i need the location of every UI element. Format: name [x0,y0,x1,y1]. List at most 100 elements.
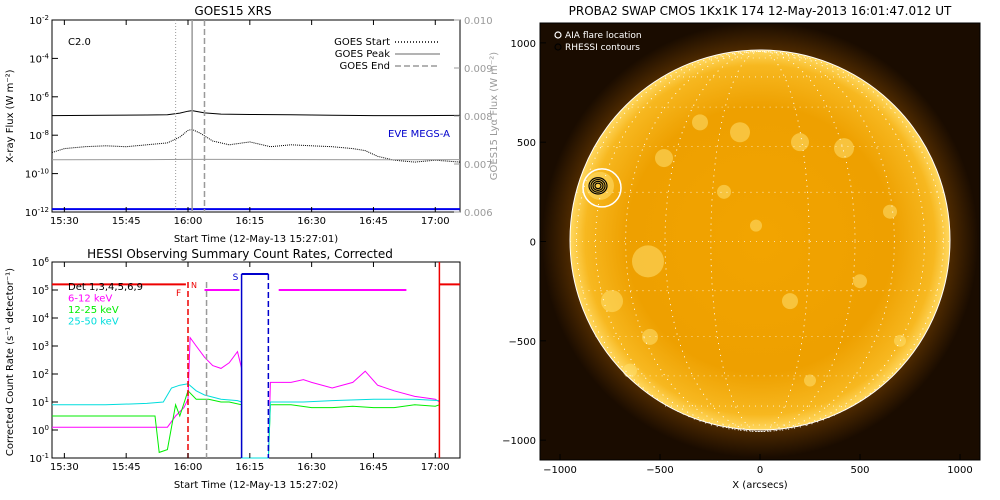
map-y-tick-label: 1000 [511,39,536,50]
map-x-label: X (arcsecs) [732,480,788,491]
grid-longitude [625,51,895,432]
y-tick-label: 10-6 [29,91,49,104]
rhessi-legend-label: 6-12 keV [68,294,112,305]
y-tick-exponent: 2 [45,368,49,376]
x-tick-label: 15:45 [112,462,141,473]
bright-region [804,374,816,387]
x-tick-label: 17:00 [421,462,450,473]
bright-region [730,122,750,143]
y-tick-exponent: 1 [45,396,49,404]
y-tick-base: 10 [25,208,38,219]
rhessi-contour [592,180,604,191]
goes-title: GOES15 XRS [194,4,271,18]
y-tick-label: 101 [32,396,49,409]
grid-longitude [710,51,810,432]
bright-region [791,133,809,152]
y-tick-label: 106 [32,256,50,269]
goes-legend-label: GOES End [340,61,390,72]
bright-region [750,219,762,232]
map-y-tick-label: 500 [517,138,536,149]
rhessi-y-label: Corrected Count Rate (s⁻¹ detector⁻¹) [5,268,16,456]
y-tick-exponent: 5 [45,284,49,292]
rhessi-legend-label: 12-25 keV [68,305,119,316]
rhessi-contour [588,177,608,195]
y-tick-exponent: 4 [45,312,50,320]
bright-region [894,334,906,347]
right-tick-label: 0.007 [464,160,493,171]
rhessi-panel: HESSI Observing Summary Count Rates, Cor… [5,247,461,491]
y-tick-base: 10 [32,370,45,381]
y-tick-base: 10 [25,170,38,181]
y-tick-label: 102 [32,368,49,381]
rhessi-title: HESSI Observing Summary Count Rates, Cor… [87,247,393,261]
bright-region [692,114,708,131]
rhessi-contour [590,178,606,193]
limb-outline [569,49,951,431]
y-tick-base: 10 [29,93,42,104]
y-tick-label: 10-10 [25,168,49,181]
flare-overlays [582,168,622,208]
rhessi-legend-label: Det 1,3,4,5,6,9 [68,282,143,293]
goes-x-axis: 15:30 15:45 16:00 16:15 16:30 16:45 17:00 [50,20,450,227]
y-tick-exponent: -6 [42,91,50,99]
swap-map-panel: PROBA2 SWAP CMOS 1Kx1K 174 12-May-2013 1… [502,4,981,491]
goes-right-y-label: GOES15 Lyα Flux (W m⁻²) [489,52,500,180]
map-x-tick-label: 1000 [947,465,972,476]
map-y-tick-label: 0 [530,238,536,249]
grid-longitude [664,51,856,432]
map-x-tick-label: −500 [646,465,673,476]
map-x-tick-label: 0 [757,465,763,476]
right-tick-label: 0.006 [464,208,493,219]
map-x-axis: −1000 −500 0 500 1000 [543,454,973,476]
right-tick-label: 0.010 [464,16,493,27]
y-tick-base: 10 [32,342,45,353]
map-legend-label: RHESSI contours [565,43,640,53]
active-regions [586,114,906,387]
bright-region [632,245,664,278]
y-tick-base: 10 [32,258,45,269]
x-tick-label: 16:15 [235,216,264,227]
y-tick-label: 10-2 [29,14,49,27]
series-line-long [51,110,461,117]
y-tick-exponent: -8 [42,129,49,137]
y-tick-exponent: -4 [42,52,50,60]
bright-region [883,204,897,219]
y-tick-exponent: -1 [42,452,49,460]
x-tick-label: 16:30 [297,216,326,227]
rhessi-x-label: Start Time (12-May-13 15:27:02) [174,480,338,491]
goes-right-axis: 0.010 0.009 0.008 0.007 0.006 [454,16,493,219]
x-tick-label: 16:45 [359,462,388,473]
bright-region [834,138,854,159]
series-line-ch3 [52,383,440,459]
y-tick-exponent: 6 [45,256,50,264]
x-tick-label: 16:00 [174,216,203,227]
map-y-axis: 1000 500 0 −500 −1000 [502,39,546,447]
rhessi-series-group: F N S [52,262,460,459]
y-tick-base: 10 [29,16,42,27]
rhessi-contour [594,182,602,190]
map-legend-symbol [554,43,562,51]
right-tick-label: 0.008 [464,112,493,123]
rhessi-legend-label: 25-50 keV [68,317,119,328]
map-legend-symbol [554,31,562,39]
y-tick-label: 103 [32,340,49,353]
x-tick-label: 16:00 [174,462,203,473]
y-tick-label: 10-8 [29,129,49,142]
y-tick-label: 10-1 [29,452,49,465]
y-tick-base: 10 [32,286,45,297]
series-line-ch2 [52,389,440,459]
goes-x-label: Start Time (12-May-13 15:27:01) [174,234,338,245]
bright-region [853,274,867,289]
goes-series-group [51,20,461,212]
goes-legend-label: GOES Peak [335,49,390,60]
map-x-tick-label: 500 [850,465,869,476]
x-tick-label: 16:15 [235,462,264,473]
map-legend: AIA flare location RHESSI contours [554,31,642,53]
bright-region [586,171,614,200]
solar-disk [570,50,950,430]
series-line-ch1 [52,336,440,459]
y-tick-label: 10-4 [29,52,49,65]
